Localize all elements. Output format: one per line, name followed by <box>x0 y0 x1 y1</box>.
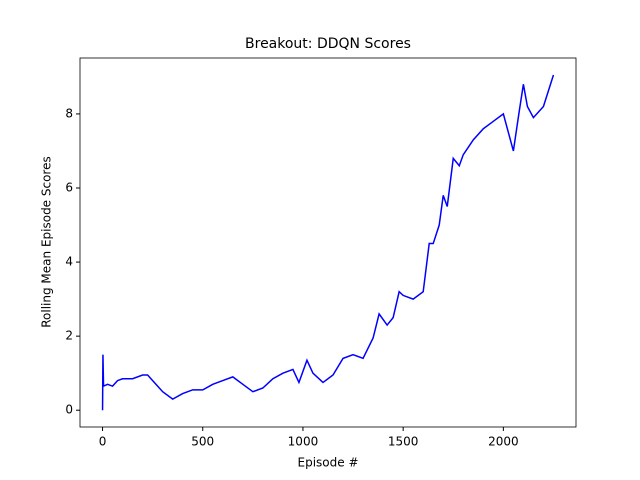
data-line <box>101 74 555 411</box>
x-tick-label: 500 <box>191 435 214 449</box>
x-tick-label: 2000 <box>488 435 519 449</box>
plot-frame <box>79 57 577 428</box>
x-tick-label: 1500 <box>388 435 419 449</box>
chart-title: Breakout: DDQN Scores <box>245 36 411 52</box>
x-tick-label: 0 <box>99 435 107 449</box>
y-axis-label: Rolling Mean Episode Scores <box>40 156 54 328</box>
y-tick-label: 6 <box>65 181 73 195</box>
y-tick-label: 0 <box>65 403 73 417</box>
y-tick-label: 8 <box>65 106 73 120</box>
y-tick-label: 4 <box>65 255 73 269</box>
x-tick-label: 1000 <box>288 435 319 449</box>
x-axis-label: Episode # <box>298 456 359 470</box>
y-tick-label: 2 <box>65 329 73 343</box>
